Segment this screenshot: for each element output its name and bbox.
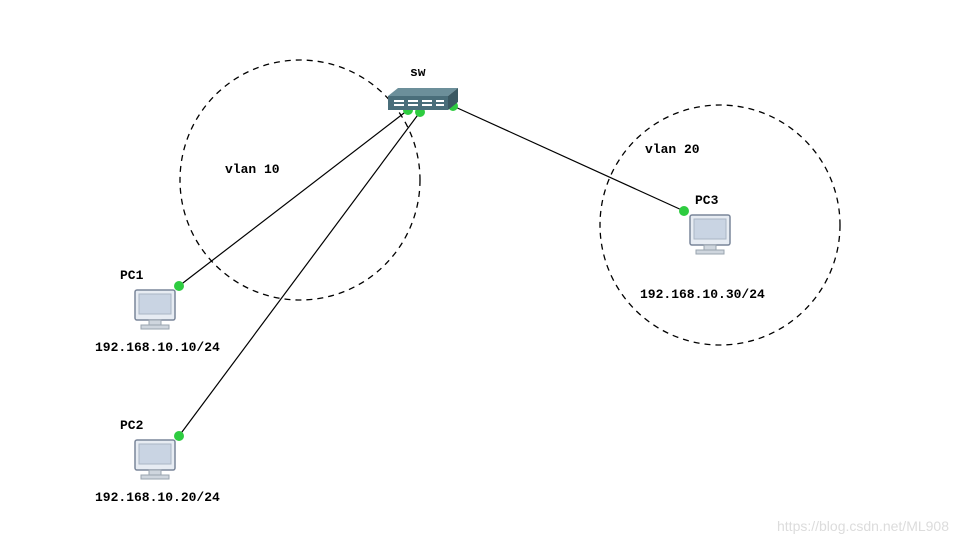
vlan10-boundary bbox=[180, 60, 420, 300]
vlan10-label: vlan 10 bbox=[225, 162, 280, 177]
pc2-label: PC2 bbox=[120, 418, 143, 433]
topology-canvas bbox=[0, 0, 959, 540]
link-sw-pc3 bbox=[448, 101, 689, 216]
pc3-label: PC3 bbox=[695, 193, 718, 208]
vlan20-label: vlan 20 bbox=[645, 142, 700, 157]
pc1-ip: 192.168.10.10/24 bbox=[95, 340, 220, 355]
pc1-label: PC1 bbox=[120, 268, 143, 283]
pc3-icon bbox=[690, 215, 730, 254]
switch-label: sw bbox=[410, 65, 426, 80]
switch-icon bbox=[388, 88, 458, 110]
pc3-ip: 192.168.10.30/24 bbox=[640, 287, 765, 302]
watermark: https://blog.csdn.net/ML908 bbox=[777, 518, 949, 534]
pc1-icon bbox=[135, 290, 175, 329]
link-sw-pc1 bbox=[174, 105, 413, 291]
link-sw-pc2 bbox=[174, 107, 425, 441]
pc2-icon bbox=[135, 440, 175, 479]
pc2-ip: 192.168.10.20/24 bbox=[95, 490, 220, 505]
